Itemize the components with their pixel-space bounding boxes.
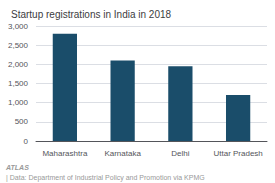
svg-text:1,500: 1,500: [8, 79, 29, 88]
svg-text:Uttar Pradesh: Uttar Pradesh: [213, 149, 262, 158]
svg-text:Delhi: Delhi: [171, 149, 189, 158]
svg-text:500: 500: [15, 117, 29, 126]
svg-text:ATLAS: ATLAS: [5, 164, 29, 171]
svg-text:0: 0: [24, 137, 29, 146]
svg-text:| Data: Department of Industri: | Data: Department of Industrial Policy …: [6, 174, 205, 182]
svg-text:Maharashtra: Maharashtra: [42, 149, 87, 158]
svg-text:Startup registrations in India: Startup registrations in India in 2018: [11, 9, 172, 20]
svg-text:3,000: 3,000: [8, 22, 29, 31]
svg-text:Karnataka: Karnataka: [104, 149, 141, 158]
svg-text:1,000: 1,000: [8, 98, 29, 107]
svg-text:2,000: 2,000: [8, 60, 29, 69]
svg-text:2,500: 2,500: [8, 41, 29, 50]
